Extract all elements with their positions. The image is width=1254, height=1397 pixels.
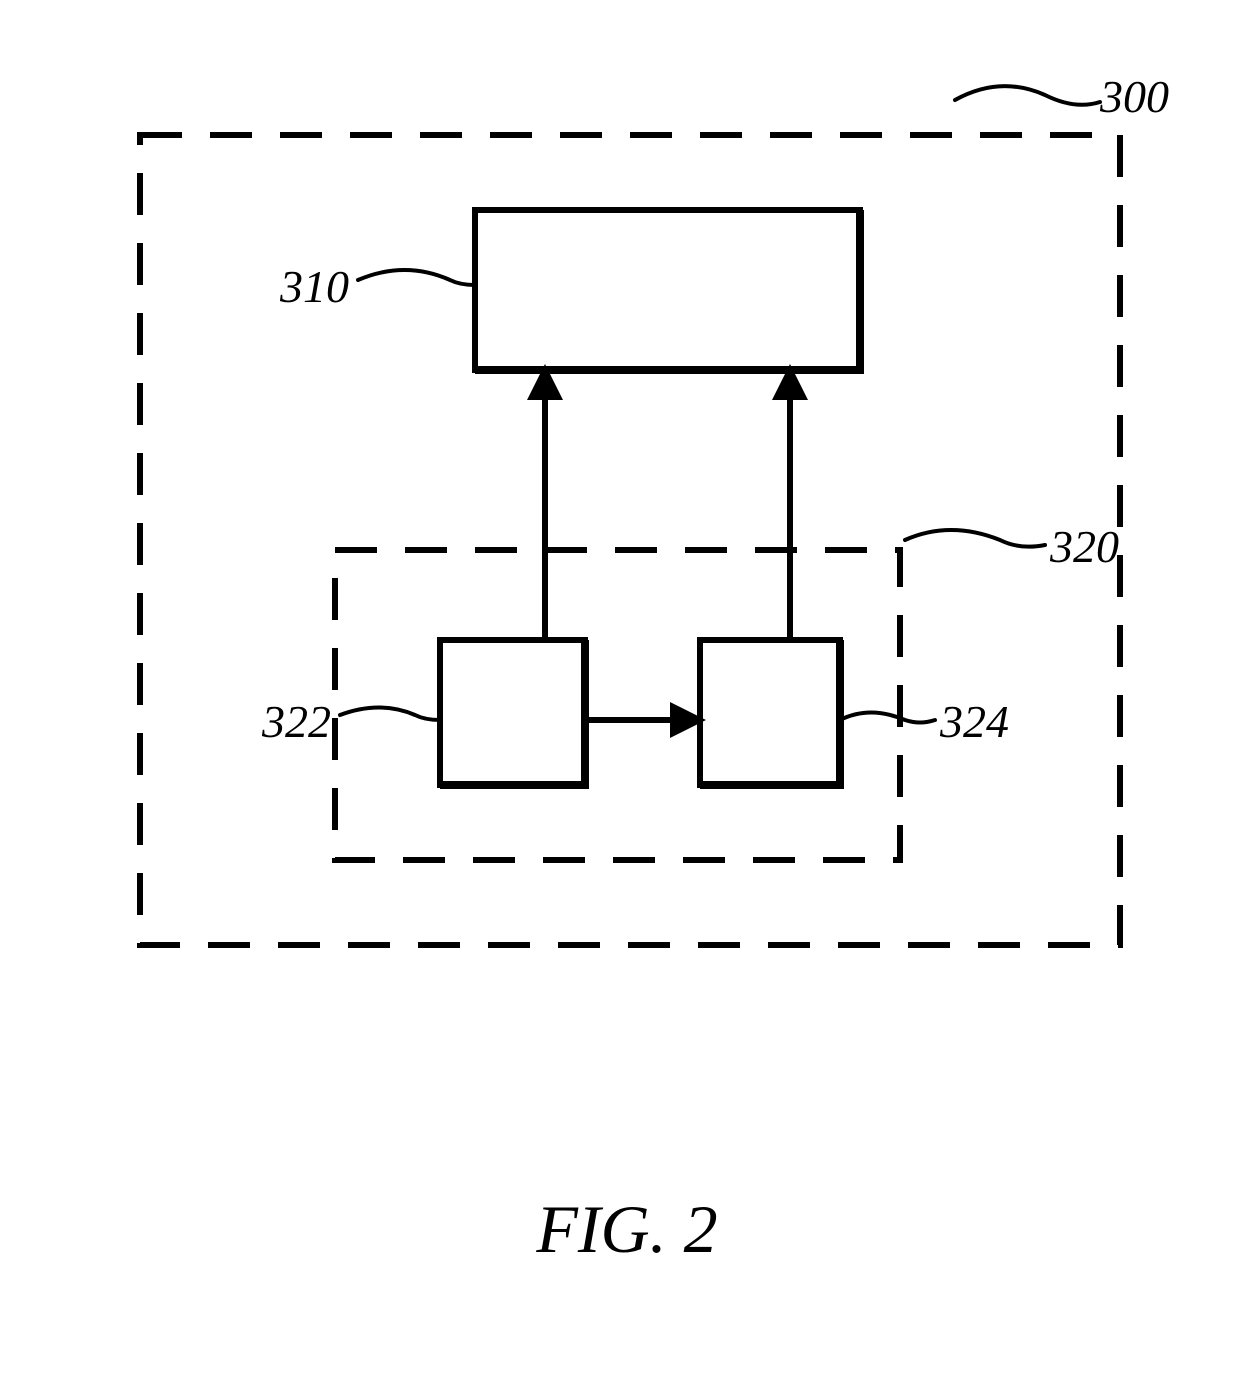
label-324: 324: [940, 695, 1009, 748]
label-320: 320: [1050, 520, 1119, 573]
label-322: 322: [262, 695, 331, 748]
label-310: 310: [280, 260, 349, 313]
diagram-svg: [0, 0, 1254, 1392]
figure-caption: FIG. 2: [0, 1190, 1254, 1269]
block-diagram: 300 310 320 322 324 FIG. 2: [0, 0, 1254, 1392]
label-300: 300: [1100, 70, 1169, 123]
